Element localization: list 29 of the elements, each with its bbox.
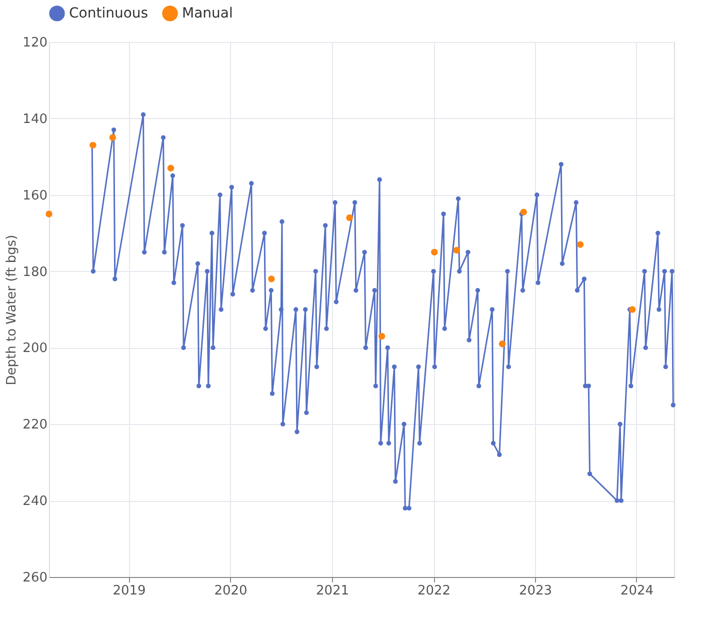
x-tick-label: 2023 [518,584,552,598]
x-tick-label: 2022 [417,584,451,598]
y-tick-label: 260 [22,570,48,586]
point [109,134,116,141]
legend-label: Continuous [69,5,148,22]
point [46,210,52,218]
y-tick-label: 140 [22,112,48,127]
point [167,164,174,172]
y-tick-label: 120 [22,36,48,50]
x-tick-label: 2024 [620,584,654,598]
x-tick-label: 2020 [214,584,248,598]
point [268,276,275,282]
point [520,208,527,216]
y-tick-label: 160 [22,188,48,204]
y-tick-label: 200 [22,341,48,356]
point [628,306,636,313]
point [453,246,460,254]
legend-label: Manual [182,5,233,22]
point [378,332,386,340]
y-tick-label: 180 [22,264,48,280]
y-tick-label: 220 [22,418,48,433]
x-tick-label: 2019 [112,584,146,598]
point [430,248,438,256]
point [346,214,353,222]
point [576,241,584,248]
y-axis-title: Depth to Water (ft bgs) [4,234,20,386]
x-tick-label: 2021 [316,584,350,598]
y-tick-label: 240 [22,494,48,510]
point [498,340,506,348]
